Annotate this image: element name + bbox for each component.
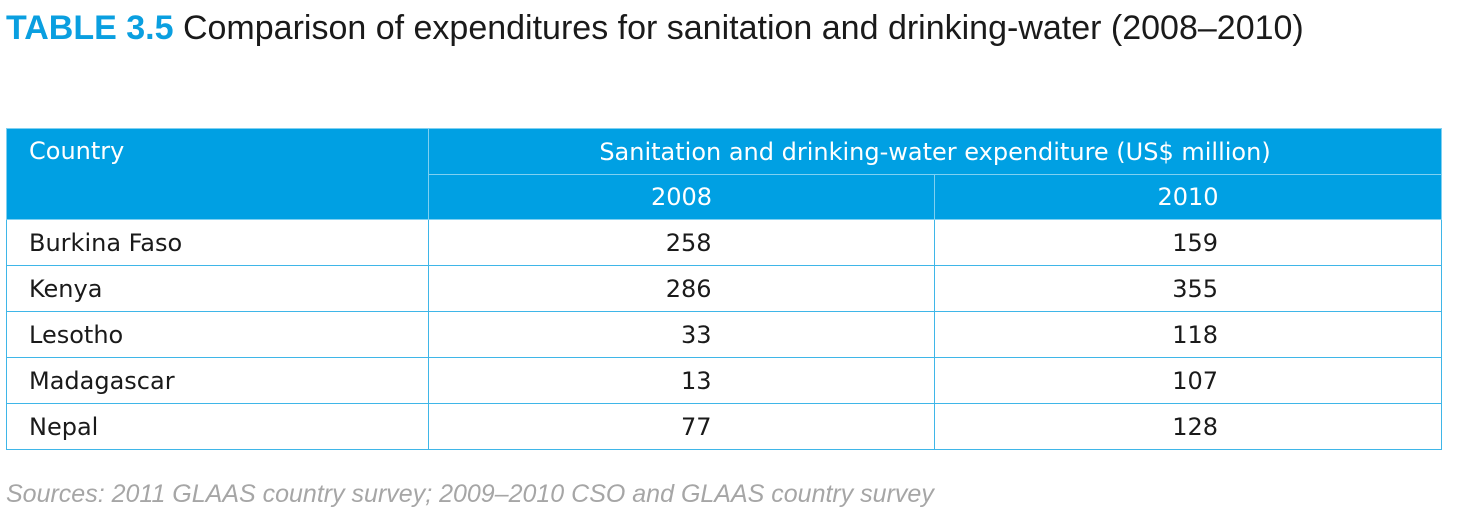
table-row: Burkina Faso 258 159 xyxy=(6,219,1442,266)
table-row: Madagascar 13 107 xyxy=(6,357,1442,404)
value-2008-cell: 33 xyxy=(428,311,935,358)
value-2008-cell: 77 xyxy=(428,403,935,450)
table-title-text: Comparison of expenditures for sanitatio… xyxy=(182,9,1304,47)
table-number-label: TABLE 3.5 xyxy=(6,9,174,47)
value-2010: 159 xyxy=(1172,228,1218,257)
table-row: Kenya 286 355 xyxy=(6,265,1442,312)
expenditure-table: Country Sanitation and drinking-water ex… xyxy=(6,128,1442,450)
country-cell: Nepal xyxy=(6,403,429,450)
value-2010-cell: 118 xyxy=(934,311,1442,358)
value-2010: 118 xyxy=(1172,320,1218,349)
value-2010: 107 xyxy=(1172,366,1218,395)
value-2008: 13 xyxy=(680,366,712,395)
header-year-2010: 2010 xyxy=(934,174,1442,220)
value-2010-cell: 128 xyxy=(934,403,1442,450)
value-2008-cell: 13 xyxy=(428,357,935,404)
header-country: Country xyxy=(6,128,429,220)
country-cell: Kenya xyxy=(6,265,429,312)
value-2010: 128 xyxy=(1172,412,1218,441)
country-cell: Madagascar xyxy=(6,357,429,404)
header-year-2008: 2008 xyxy=(428,174,935,220)
header-row-group: Country Sanitation and drinking-water ex… xyxy=(6,128,1442,220)
value-2008-cell: 258 xyxy=(428,219,935,266)
country-cell: Lesotho xyxy=(6,311,429,358)
header-expenditure-group: Sanitation and drinking-water expenditur… xyxy=(428,128,1442,175)
sources-note: Sources: 2011 GLAAS country survey; 2009… xyxy=(6,480,934,508)
value-2010-cell: 159 xyxy=(934,219,1442,266)
value-2008-cell: 286 xyxy=(428,265,935,312)
header-row-years: 2008 2010 xyxy=(7,174,1442,220)
country-cell: Burkina Faso xyxy=(6,219,429,266)
value-2010: 355 xyxy=(1172,274,1218,303)
table-title: TABLE 3.5 Comparison of expenditures for… xyxy=(6,6,1446,50)
value-2008: 77 xyxy=(680,412,712,441)
value-2008: 33 xyxy=(680,320,712,349)
table-row: Lesotho 33 118 xyxy=(6,311,1442,358)
table-row: Nepal 77 128 xyxy=(6,403,1442,450)
value-2010-cell: 107 xyxy=(934,357,1442,404)
value-2010-cell: 355 xyxy=(934,265,1442,312)
value-2008: 286 xyxy=(665,274,712,303)
value-2008: 258 xyxy=(665,228,712,257)
